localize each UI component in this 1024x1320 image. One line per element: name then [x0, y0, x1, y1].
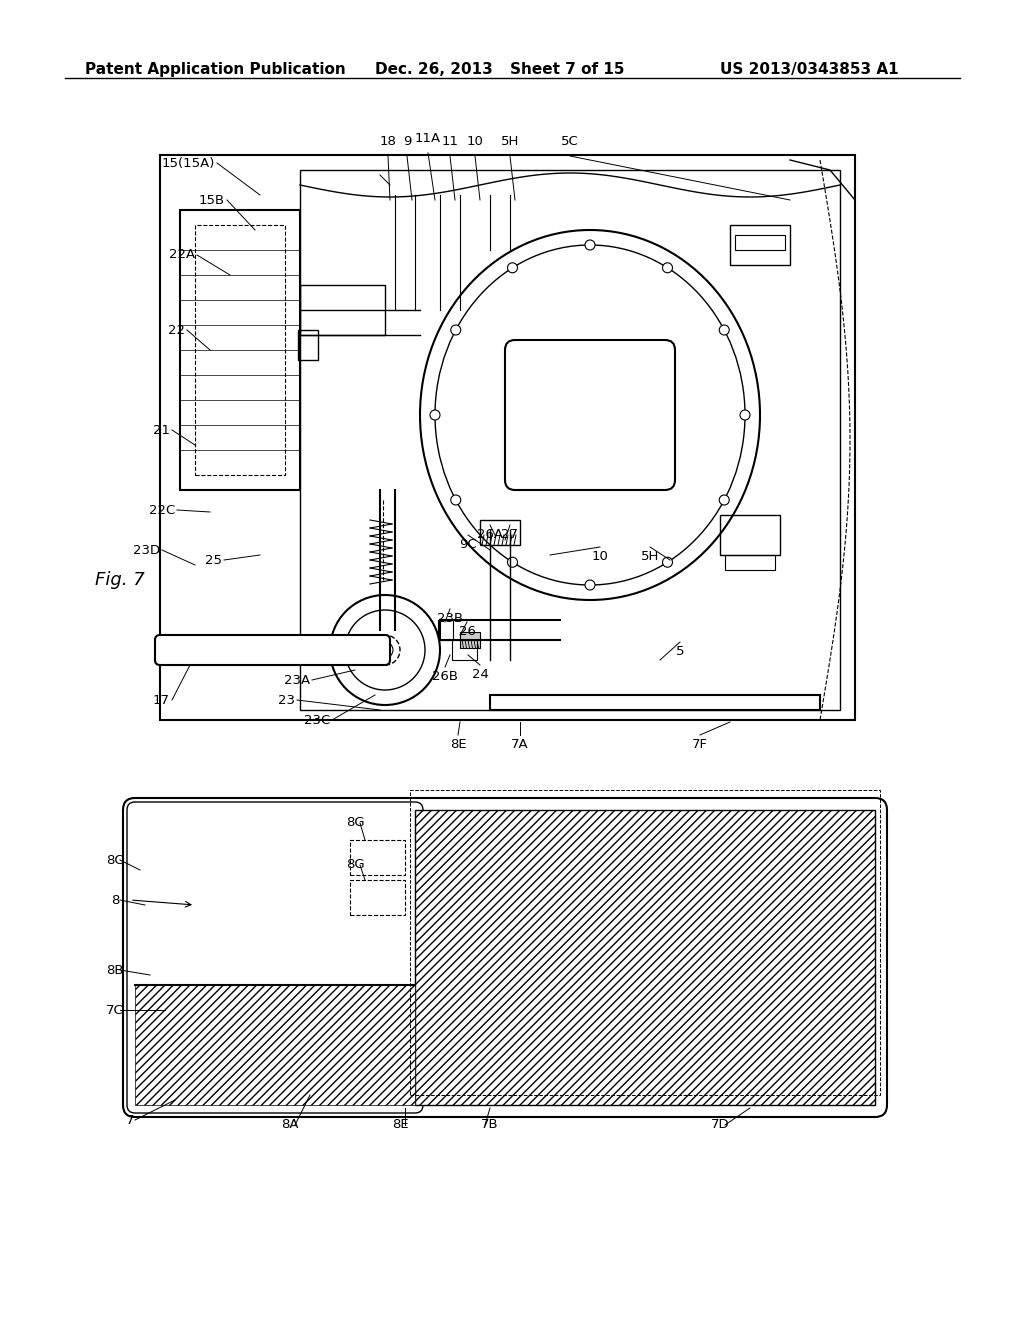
FancyBboxPatch shape — [127, 803, 423, 1113]
Circle shape — [451, 495, 461, 506]
Text: 8G: 8G — [346, 858, 365, 871]
Circle shape — [330, 595, 440, 705]
Text: 17: 17 — [153, 693, 170, 706]
Text: 25: 25 — [205, 553, 222, 566]
Text: 5C: 5C — [561, 135, 579, 148]
Bar — [415, 810, 874, 1105]
Bar — [460, 632, 480, 648]
Bar — [438, 620, 453, 640]
Bar — [735, 235, 785, 249]
Text: Fig. 7: Fig. 7 — [95, 572, 144, 589]
Bar — [350, 840, 406, 875]
Text: 7D: 7D — [711, 1118, 729, 1131]
Bar — [730, 224, 790, 265]
Circle shape — [508, 557, 517, 568]
Text: 15(15A): 15(15A) — [162, 157, 215, 169]
Text: 7A: 7A — [511, 738, 528, 751]
Text: 8B: 8B — [106, 964, 124, 977]
FancyBboxPatch shape — [123, 799, 887, 1117]
Bar — [135, 985, 415, 1105]
Text: 8A: 8A — [282, 1118, 299, 1131]
Text: 5H: 5H — [641, 550, 659, 564]
Text: 8E: 8E — [450, 738, 466, 751]
Circle shape — [508, 263, 517, 273]
Bar — [490, 696, 820, 710]
Text: 11A: 11A — [415, 132, 441, 145]
Text: 5: 5 — [676, 645, 684, 657]
Text: 22: 22 — [168, 323, 185, 337]
FancyBboxPatch shape — [505, 341, 675, 490]
Text: 7C: 7C — [106, 1003, 124, 1016]
Circle shape — [451, 325, 461, 335]
Text: 9C: 9C — [459, 539, 477, 550]
Text: 23A: 23A — [284, 673, 310, 686]
Bar — [298, 330, 318, 360]
Bar — [720, 515, 780, 554]
Circle shape — [740, 411, 750, 420]
Text: 15B: 15B — [199, 194, 225, 206]
Text: 24: 24 — [472, 668, 488, 681]
Circle shape — [663, 557, 673, 568]
Text: 8E: 8E — [392, 1118, 409, 1131]
Text: 26: 26 — [459, 624, 475, 638]
Text: Patent Application Publication: Patent Application Publication — [85, 62, 346, 77]
Bar — [300, 285, 385, 335]
Bar — [300, 170, 840, 710]
Text: 23C: 23C — [304, 714, 330, 726]
Text: 26A: 26A — [477, 528, 503, 541]
Text: 22A: 22A — [169, 248, 195, 261]
Text: Sheet 7 of 15: Sheet 7 of 15 — [510, 62, 625, 77]
Text: US 2013/0343853 A1: US 2013/0343853 A1 — [720, 62, 899, 77]
FancyBboxPatch shape — [155, 635, 390, 665]
Bar — [160, 154, 855, 719]
Text: 23D: 23D — [133, 544, 160, 557]
Text: 26B: 26B — [432, 671, 458, 682]
Text: Dec. 26, 2013: Dec. 26, 2013 — [375, 62, 493, 77]
Text: 8C: 8C — [106, 854, 124, 866]
Text: 27: 27 — [502, 528, 518, 541]
Circle shape — [585, 240, 595, 249]
Bar — [180, 210, 300, 490]
Text: 7F: 7F — [692, 738, 708, 751]
Circle shape — [430, 411, 440, 420]
Bar — [452, 640, 477, 660]
Text: 9: 9 — [402, 135, 412, 148]
Text: 23: 23 — [278, 693, 295, 706]
Text: 23B: 23B — [437, 612, 463, 624]
Text: 10: 10 — [467, 135, 483, 148]
Circle shape — [719, 495, 729, 506]
Text: 21: 21 — [153, 424, 170, 437]
Text: 8G: 8G — [346, 817, 365, 829]
Bar — [725, 554, 775, 570]
Text: 18: 18 — [380, 135, 396, 148]
Text: 8: 8 — [111, 894, 119, 907]
Text: 7B: 7B — [481, 1118, 499, 1131]
Bar — [195, 224, 285, 475]
Circle shape — [663, 263, 673, 273]
Circle shape — [585, 579, 595, 590]
Text: 22C: 22C — [148, 503, 175, 516]
Text: 7: 7 — [126, 1114, 134, 1126]
Bar — [480, 520, 520, 545]
Text: 10: 10 — [592, 550, 608, 564]
Text: 11: 11 — [441, 135, 459, 148]
Circle shape — [719, 325, 729, 335]
Bar — [350, 880, 406, 915]
Bar — [410, 789, 880, 1096]
Text: 5H: 5H — [501, 135, 519, 148]
